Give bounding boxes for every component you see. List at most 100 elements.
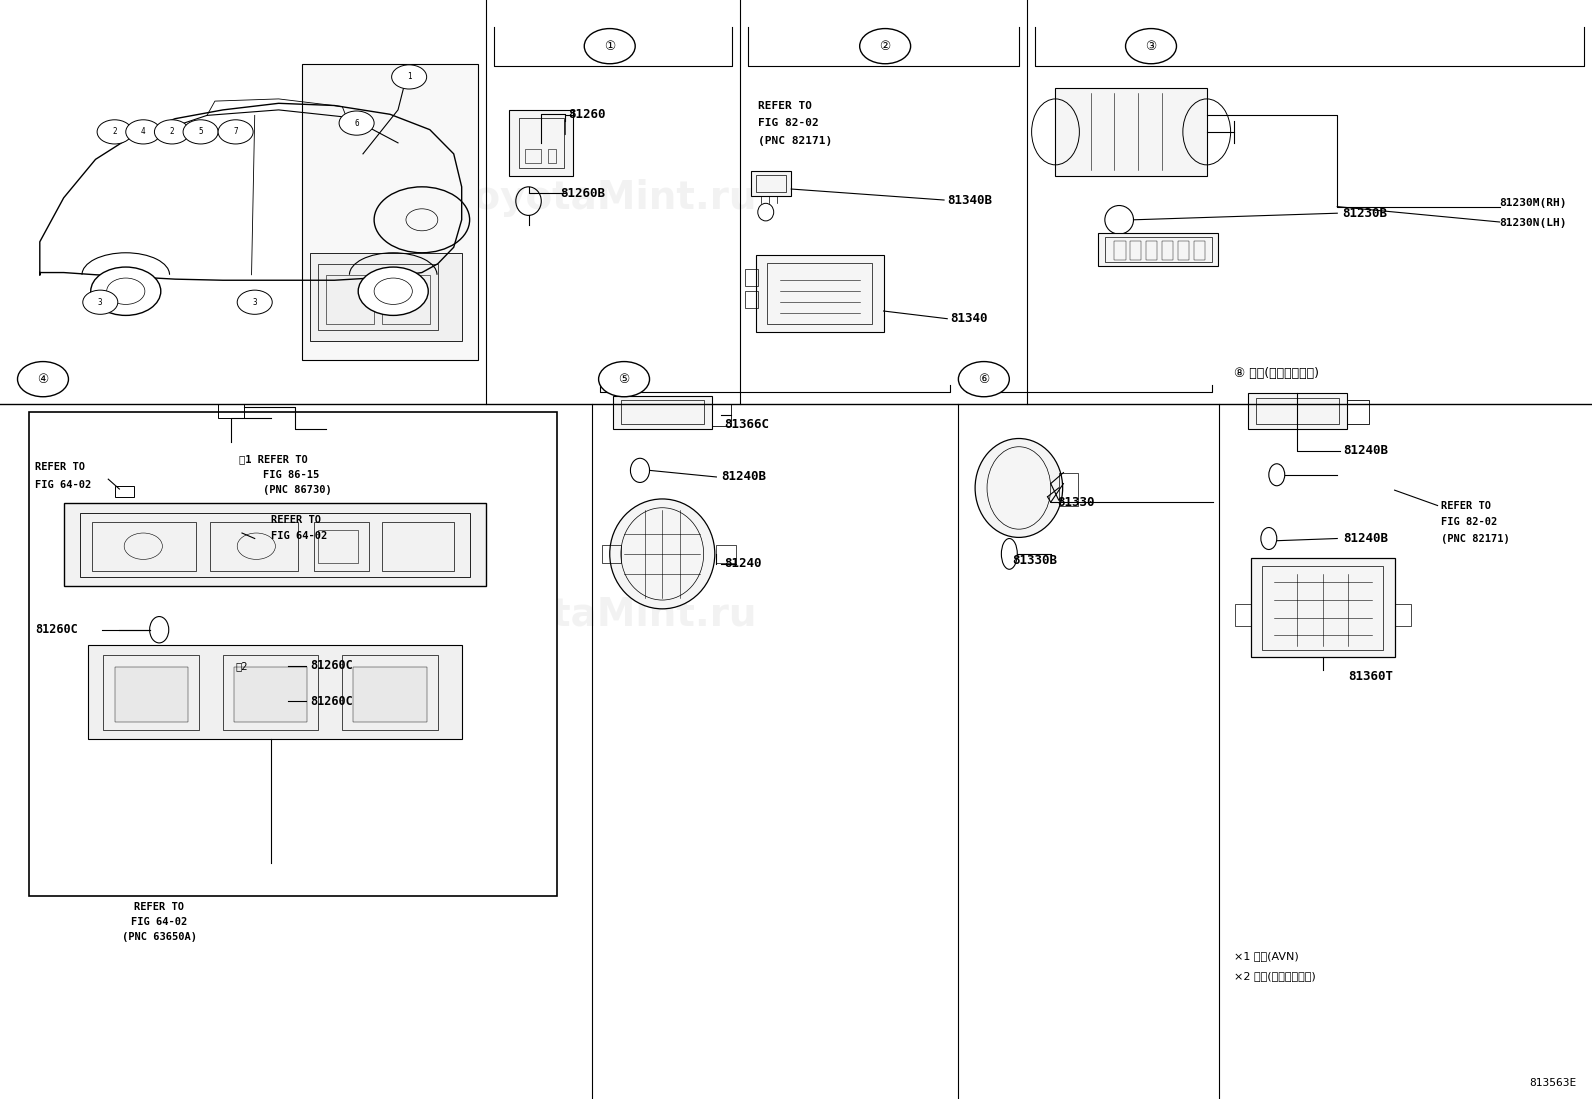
Text: ※2: ※2 <box>236 660 248 671</box>
Bar <box>1130 241 1141 260</box>
Circle shape <box>599 362 650 397</box>
Bar <box>716 545 736 563</box>
Bar <box>382 522 454 571</box>
Text: 81260C: 81260C <box>310 695 353 708</box>
Bar <box>1251 558 1395 657</box>
Text: ④: ④ <box>37 373 49 386</box>
Bar <box>509 110 573 176</box>
Text: 81366C: 81366C <box>724 418 769 431</box>
Bar <box>382 275 430 324</box>
Text: 2: 2 <box>170 127 174 136</box>
Circle shape <box>584 29 635 64</box>
Bar <box>519 118 564 168</box>
Bar <box>592 404 958 1099</box>
Bar <box>745 291 758 308</box>
Circle shape <box>107 278 145 304</box>
Circle shape <box>339 111 374 135</box>
Text: ③: ③ <box>1145 40 1157 53</box>
Bar <box>1178 241 1189 260</box>
Text: 81260B: 81260B <box>560 187 605 200</box>
Text: ②: ② <box>879 40 892 53</box>
Text: 81260: 81260 <box>568 108 607 121</box>
Text: 3: 3 <box>253 298 256 307</box>
Bar <box>342 655 438 730</box>
Bar <box>210 522 298 571</box>
Bar <box>1395 604 1411 626</box>
Text: REFER TO: REFER TO <box>35 462 84 473</box>
Bar <box>1256 398 1339 424</box>
Bar <box>740 0 1027 404</box>
Bar <box>756 175 786 192</box>
Bar <box>103 655 199 730</box>
Circle shape <box>358 267 428 315</box>
Bar <box>80 513 470 577</box>
Text: ⑤: ⑤ <box>618 373 630 386</box>
Ellipse shape <box>974 439 1063 537</box>
Text: (PNC 82171): (PNC 82171) <box>758 135 833 146</box>
Text: 81340B: 81340B <box>947 193 992 207</box>
Text: REFER TO: REFER TO <box>758 100 812 111</box>
Circle shape <box>91 267 161 315</box>
Bar <box>602 545 621 563</box>
Bar <box>1105 237 1212 262</box>
Bar <box>318 264 438 330</box>
Text: 5: 5 <box>199 127 202 136</box>
Bar <box>29 412 557 896</box>
Text: 813563E: 813563E <box>1528 1077 1576 1088</box>
Text: (PNC 86730): (PNC 86730) <box>263 485 331 496</box>
Bar <box>1262 566 1383 650</box>
Text: FIG 82-02: FIG 82-02 <box>1441 517 1496 528</box>
Bar <box>1146 241 1157 260</box>
Bar <box>548 149 556 163</box>
Circle shape <box>958 362 1009 397</box>
Bar <box>1248 393 1347 429</box>
Bar <box>1114 241 1126 260</box>
Bar <box>767 263 872 324</box>
Bar <box>236 533 258 544</box>
Text: ×2 有り(ムーンルーフ): ×2 有り(ムーンルーフ) <box>1234 970 1315 981</box>
Text: 81330: 81330 <box>1057 496 1095 509</box>
Bar <box>756 255 884 332</box>
Text: 81230B: 81230B <box>1342 207 1387 220</box>
Text: 81240B: 81240B <box>1344 444 1388 457</box>
Bar <box>958 404 1219 1099</box>
Circle shape <box>97 120 132 144</box>
Bar <box>1027 0 1592 404</box>
Bar <box>218 404 244 418</box>
Bar <box>318 530 358 563</box>
Bar <box>314 522 369 571</box>
Text: 6: 6 <box>355 119 358 127</box>
Circle shape <box>183 120 218 144</box>
Text: 81260C: 81260C <box>310 659 353 673</box>
Bar <box>613 396 712 429</box>
Circle shape <box>126 120 161 144</box>
Bar <box>326 275 374 324</box>
Bar <box>1219 404 1592 1099</box>
Text: (PNC 82171): (PNC 82171) <box>1441 533 1509 544</box>
Bar <box>302 64 478 360</box>
Text: 3: 3 <box>99 298 102 307</box>
Bar <box>1059 473 1078 506</box>
Text: REFER TO: REFER TO <box>1441 500 1490 511</box>
Text: (PNC 63650A): (PNC 63650A) <box>121 932 197 943</box>
Text: 81240: 81240 <box>724 557 763 570</box>
Text: FIG 64-02: FIG 64-02 <box>35 479 91 490</box>
Text: 81340: 81340 <box>950 312 989 325</box>
Text: ToyotaMint.ru: ToyotaMint.ru <box>452 179 758 217</box>
Bar <box>486 0 740 404</box>
Bar <box>115 486 134 497</box>
Text: 81230M(RH): 81230M(RH) <box>1500 198 1567 209</box>
Circle shape <box>860 29 911 64</box>
Circle shape <box>237 290 272 314</box>
Text: 1: 1 <box>408 73 411 81</box>
Bar <box>88 645 462 739</box>
Bar <box>353 667 427 722</box>
Text: 81360T: 81360T <box>1348 670 1393 684</box>
Bar <box>712 404 731 426</box>
Bar <box>1055 88 1207 176</box>
Circle shape <box>218 120 253 144</box>
Bar <box>310 253 462 341</box>
Bar <box>1194 241 1205 260</box>
Bar <box>0 404 592 1099</box>
Bar <box>525 149 541 163</box>
